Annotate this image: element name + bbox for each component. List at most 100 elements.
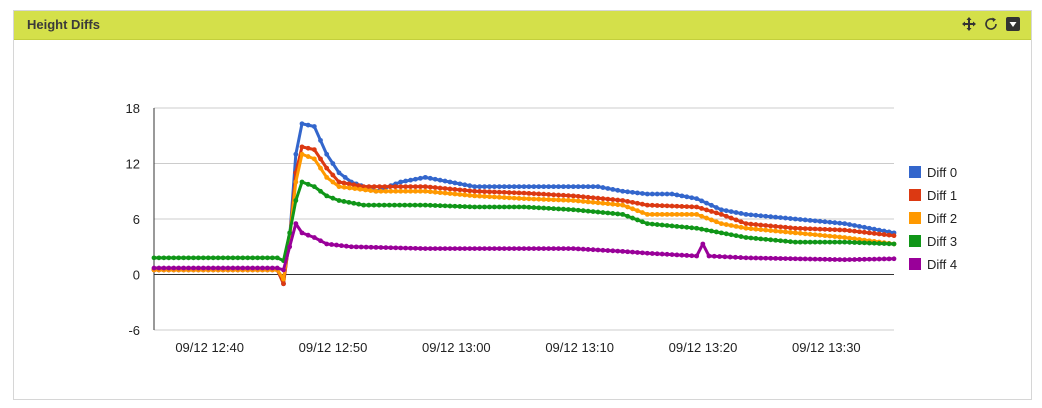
data-point [521, 246, 527, 252]
data-point [413, 245, 418, 251]
data-point [714, 219, 719, 225]
data-point [684, 224, 690, 230]
data-point [541, 246, 547, 252]
data-point [482, 189, 487, 195]
data-point [516, 195, 522, 201]
data-point [305, 122, 311, 128]
data-point [644, 221, 650, 227]
data-point [590, 195, 596, 201]
data-point [768, 255, 774, 261]
data-point [649, 211, 655, 217]
data-point [842, 221, 848, 227]
data-point [427, 175, 433, 181]
data-point [366, 202, 372, 208]
data-point [230, 265, 236, 271]
data-point [674, 252, 680, 258]
data-point [709, 202, 714, 208]
data-point [783, 256, 788, 261]
data-point [807, 256, 813, 262]
data-point [748, 235, 754, 241]
data-point [788, 239, 793, 245]
data-point [501, 195, 507, 200]
move-icon[interactable] [961, 16, 977, 32]
data-point [580, 184, 586, 190]
data-point [166, 255, 172, 261]
data-point [640, 219, 645, 225]
data-point [812, 226, 818, 232]
data-point [566, 197, 571, 203]
data-point [422, 202, 428, 208]
data-point [792, 230, 798, 236]
data-point [487, 189, 492, 195]
data-point [610, 187, 616, 192]
data-point [832, 239, 838, 245]
data-point [827, 227, 833, 232]
data-point [644, 191, 650, 197]
data-point [827, 219, 833, 225]
data-point [501, 204, 507, 210]
data-point [462, 192, 468, 198]
data-point [822, 239, 828, 245]
data-point [467, 246, 473, 252]
data-point [758, 255, 764, 261]
data-point [605, 210, 611, 216]
data-point [393, 245, 399, 251]
data-point [704, 207, 709, 213]
data-point [630, 215, 635, 221]
data-point [575, 193, 581, 199]
data-point [802, 256, 808, 262]
data-point [561, 192, 566, 198]
data-point [561, 184, 566, 190]
data-point [330, 195, 336, 201]
data-point [585, 247, 591, 252]
data-point [250, 255, 256, 261]
data-point [467, 183, 473, 189]
data-point [748, 221, 754, 227]
data-point [635, 190, 640, 196]
refresh-icon[interactable] [983, 16, 999, 32]
data-point [709, 228, 714, 234]
data-point [605, 196, 611, 202]
data-point [418, 188, 423, 194]
data-point [807, 239, 813, 245]
data-point [753, 226, 759, 232]
data-point [215, 265, 221, 271]
data-point [492, 246, 497, 252]
data-point [664, 251, 670, 257]
data-point [496, 246, 502, 252]
data-point [615, 197, 621, 203]
data-point [432, 176, 438, 182]
data-point [363, 187, 368, 193]
data-point [644, 211, 650, 217]
data-point [881, 256, 887, 262]
data-point [556, 246, 561, 252]
data-point [422, 174, 428, 180]
collapse-icon[interactable] [1005, 16, 1021, 32]
data-point [738, 211, 744, 216]
data-point [418, 246, 423, 251]
data-point [240, 255, 246, 261]
data-point [240, 265, 246, 271]
data-point [876, 227, 882, 233]
data-point [330, 179, 336, 185]
data-point [477, 193, 482, 199]
data-point [398, 245, 404, 251]
data-point [496, 204, 502, 210]
data-point [467, 188, 473, 194]
data-point [812, 256, 818, 262]
data-point [381, 202, 387, 208]
data-point [260, 265, 265, 271]
data-point [299, 179, 305, 185]
data-point [689, 195, 695, 201]
data-point [763, 223, 769, 228]
data-point [403, 188, 408, 194]
data-point [551, 197, 556, 203]
data-point [457, 187, 463, 193]
data-point [694, 211, 700, 217]
data-point [832, 234, 838, 239]
legend-label: Diff 0 [927, 165, 957, 180]
data-point [773, 256, 778, 261]
x-tick-label: 09/12 13:30 [792, 340, 861, 355]
data-point [817, 256, 823, 262]
data-point [305, 181, 311, 187]
